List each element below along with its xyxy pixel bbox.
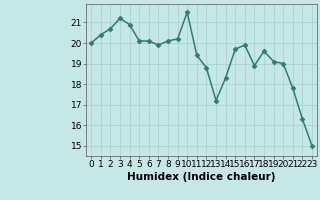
X-axis label: Humidex (Indice chaleur): Humidex (Indice chaleur) — [127, 172, 276, 182]
